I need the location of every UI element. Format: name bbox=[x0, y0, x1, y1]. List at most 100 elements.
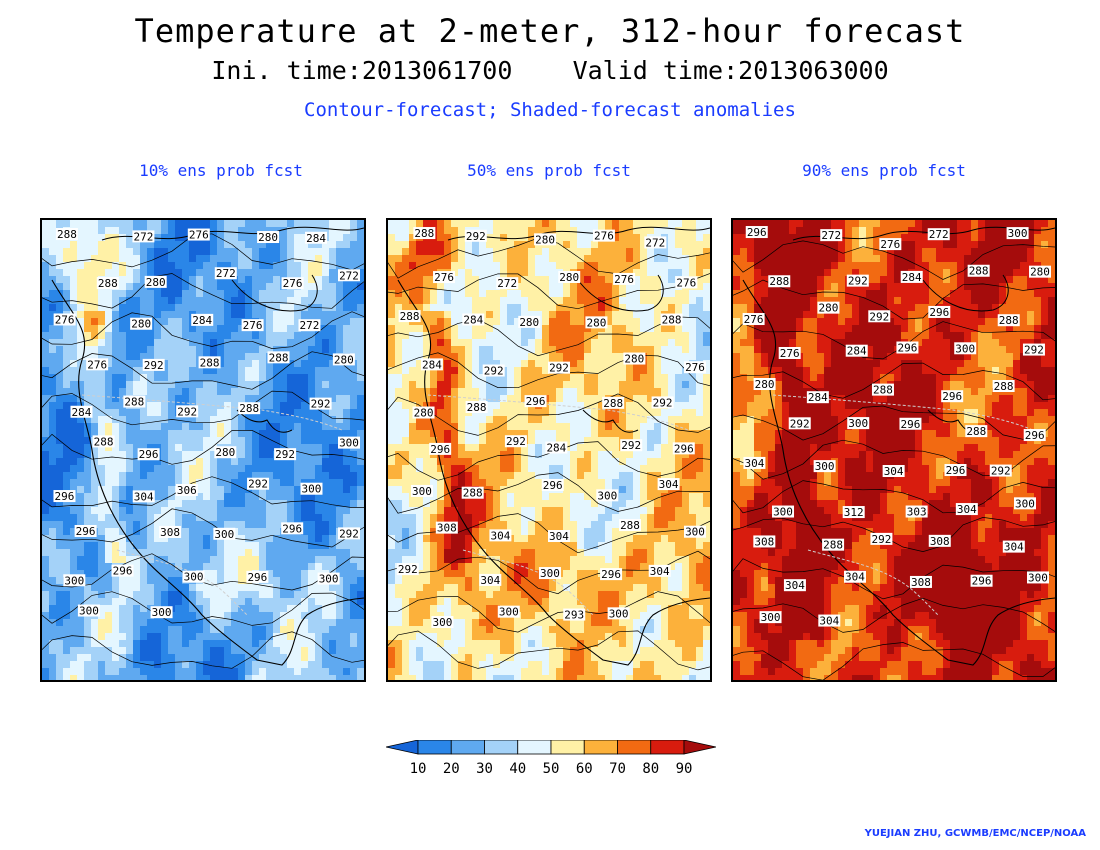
shade-cell bbox=[224, 409, 232, 417]
shade-cell bbox=[126, 542, 134, 550]
shade-cell bbox=[402, 290, 410, 298]
shade-cell bbox=[70, 479, 78, 487]
shade-cell bbox=[203, 612, 211, 620]
shade-cell bbox=[472, 451, 480, 459]
shade-cell bbox=[409, 346, 417, 354]
shade-cell bbox=[514, 430, 522, 438]
shade-cell bbox=[126, 528, 134, 536]
shade-cell bbox=[493, 297, 501, 305]
shade-cell bbox=[570, 374, 578, 382]
shade-cell bbox=[308, 521, 316, 529]
shade-cell bbox=[654, 374, 662, 382]
shade-cell bbox=[591, 444, 599, 452]
shade-cell bbox=[472, 472, 480, 480]
contour-label-box bbox=[191, 313, 214, 326]
shade-cell bbox=[266, 654, 274, 662]
shade-cell bbox=[661, 276, 669, 284]
shade-cell bbox=[245, 262, 253, 270]
shade-cell bbox=[266, 381, 274, 389]
shade-cell bbox=[472, 325, 480, 333]
shade-cell bbox=[696, 325, 704, 333]
shade-cell bbox=[563, 241, 571, 249]
shade-cell bbox=[682, 395, 690, 403]
shade-cell bbox=[423, 220, 431, 228]
shade-cell bbox=[119, 304, 127, 312]
shade-cell bbox=[266, 584, 274, 592]
shade-cell bbox=[343, 542, 351, 550]
shade-cell bbox=[451, 248, 459, 256]
shade-cell bbox=[549, 269, 557, 277]
shade-cell bbox=[238, 514, 246, 522]
shade-cell bbox=[175, 248, 183, 256]
shade-cell bbox=[77, 262, 85, 270]
shade-cell bbox=[336, 241, 344, 249]
shade-cell bbox=[238, 654, 246, 662]
shade-cell bbox=[84, 493, 92, 501]
shade-cell bbox=[98, 388, 106, 396]
shade-cell bbox=[98, 402, 106, 410]
shade-cell bbox=[70, 542, 78, 550]
shade-cell bbox=[357, 647, 364, 655]
shade-cell bbox=[224, 255, 232, 263]
shade-cell bbox=[301, 584, 309, 592]
shade-cell bbox=[444, 402, 452, 410]
shade-cell bbox=[703, 451, 710, 459]
shade-cell bbox=[682, 479, 690, 487]
shade-cell bbox=[217, 626, 225, 634]
shade-cell bbox=[507, 227, 515, 235]
shade-cell bbox=[126, 304, 134, 312]
shade-cell bbox=[696, 374, 704, 382]
shade-cell bbox=[252, 472, 260, 480]
shade-cell bbox=[542, 346, 550, 354]
shade-cell bbox=[140, 598, 148, 606]
shade-cell bbox=[668, 297, 676, 305]
shade-cell bbox=[703, 430, 710, 438]
shade-cell bbox=[77, 297, 85, 305]
shade-cell bbox=[329, 430, 337, 438]
shade-cell bbox=[388, 437, 396, 445]
shade-cell bbox=[49, 626, 57, 634]
shade-cell bbox=[91, 395, 99, 403]
shade-cell bbox=[605, 220, 613, 228]
shade-cell bbox=[238, 416, 246, 424]
contour-label-box bbox=[241, 319, 264, 332]
shade-cell bbox=[273, 262, 281, 270]
shade-cell bbox=[266, 570, 274, 578]
shade-cell bbox=[287, 374, 295, 382]
contour-label-box bbox=[267, 351, 290, 364]
shade-cell bbox=[675, 325, 683, 333]
shade-cell bbox=[350, 332, 358, 340]
shade-cell bbox=[210, 647, 218, 655]
shade-cell bbox=[301, 521, 309, 529]
shade-cell bbox=[315, 633, 323, 641]
shade-cell bbox=[126, 521, 134, 529]
shade-cell bbox=[430, 367, 438, 375]
shade-cell bbox=[196, 444, 204, 452]
shade-cell bbox=[168, 584, 176, 592]
shade-cell bbox=[409, 430, 417, 438]
shade-cell bbox=[105, 598, 113, 606]
shade-cell bbox=[203, 535, 211, 543]
contour-label: 284 bbox=[191, 313, 214, 327]
shade-cell bbox=[336, 332, 344, 340]
shade-cell bbox=[528, 304, 536, 312]
shade-cell bbox=[273, 549, 281, 557]
shade-cell bbox=[98, 367, 106, 375]
shade-cell bbox=[189, 430, 197, 438]
shade-cell bbox=[556, 374, 564, 382]
shade-cell bbox=[357, 514, 364, 522]
shade-cell bbox=[315, 332, 323, 340]
shade-cell bbox=[633, 304, 641, 312]
shade-cell bbox=[287, 465, 295, 473]
shade-cell bbox=[84, 234, 92, 242]
shade-cell bbox=[63, 542, 71, 550]
shade-cell bbox=[238, 374, 246, 382]
shade-cell bbox=[591, 472, 599, 480]
shade-cell bbox=[507, 220, 515, 228]
shade-cell bbox=[266, 549, 274, 557]
shade-cell bbox=[294, 514, 302, 522]
shade-cell bbox=[266, 255, 274, 263]
shade-cell bbox=[388, 325, 396, 333]
shade-cell bbox=[514, 339, 522, 347]
shade-cell bbox=[675, 290, 683, 298]
